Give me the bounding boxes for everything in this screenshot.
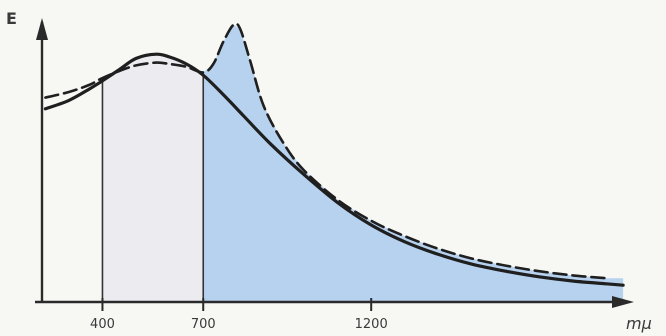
x-axis-arrowhead bbox=[612, 296, 634, 308]
x-tick-label: 400 bbox=[90, 317, 115, 332]
x-tick-label: 700 bbox=[191, 317, 216, 332]
y-axis-arrowhead bbox=[36, 18, 48, 40]
shaded-region-2 bbox=[203, 24, 624, 303]
shaded-regions bbox=[101, 24, 624, 303]
series-lines bbox=[43, 22, 625, 287]
x-ticks: 400 700 1200 bbox=[90, 298, 388, 332]
x-axis-unit-label: mμ bbox=[626, 314, 652, 333]
shaded-region-1 bbox=[102, 54, 204, 303]
series-line-dashed bbox=[44, 22, 608, 280]
x-tick-label: 1200 bbox=[355, 317, 388, 332]
y-axis-label: E bbox=[6, 9, 17, 28]
